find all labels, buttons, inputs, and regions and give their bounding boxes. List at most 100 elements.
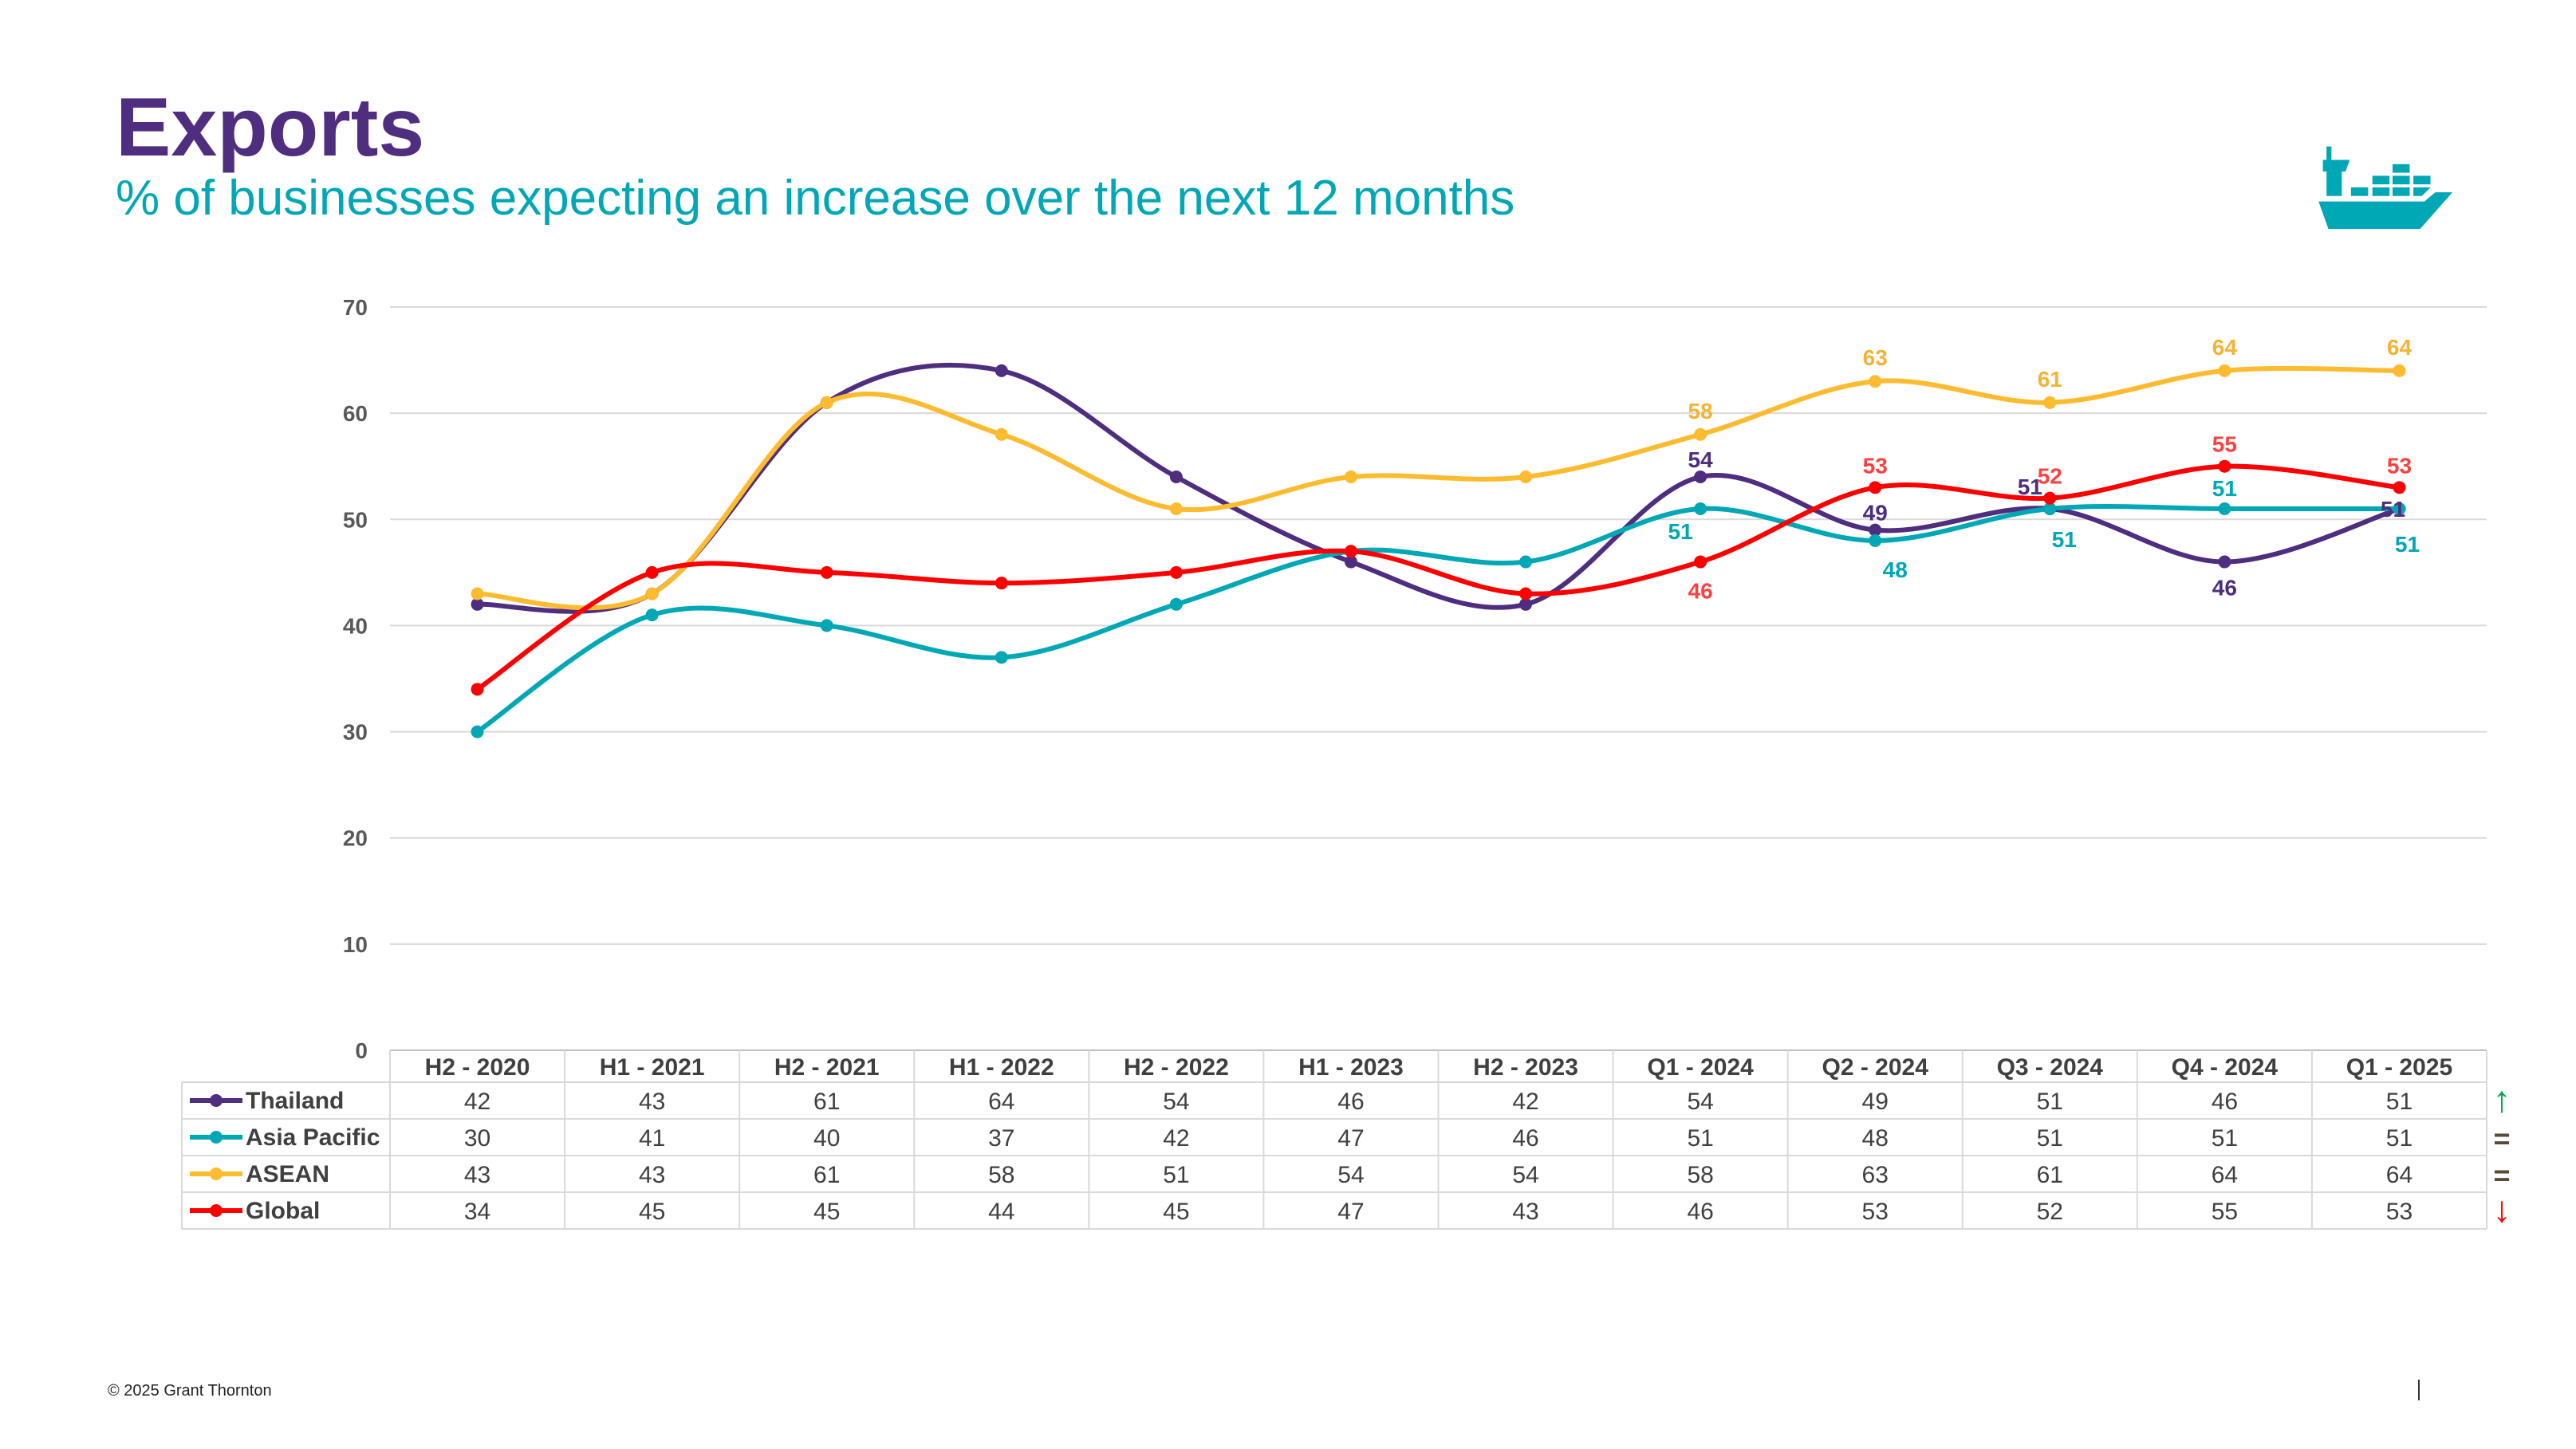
- data-point: [1694, 555, 1707, 569]
- data-label: 53: [2387, 453, 2412, 478]
- data-point: [471, 683, 484, 696]
- table-cell: 46: [1687, 1199, 1713, 1225]
- table-cell: 53: [2386, 1199, 2413, 1225]
- data-point: [820, 396, 833, 409]
- table-cell: 42: [464, 1089, 490, 1115]
- table-cell: 63: [1862, 1162, 1889, 1188]
- table-cell: 40: [813, 1125, 840, 1152]
- table-cell: 64: [988, 1089, 1014, 1115]
- legend-marker-icon: [210, 1204, 223, 1217]
- y-tick-label: 50: [343, 507, 368, 532]
- series-line-global: [475, 463, 2400, 691]
- data-point: [1869, 523, 1882, 537]
- data-label: 64: [2387, 335, 2413, 360]
- data-label: 58: [1688, 399, 1713, 423]
- footer-divider: [2418, 1380, 2420, 1400]
- table-cell: 53: [1862, 1199, 1889, 1225]
- table-column-header: Q1 - 2025: [2346, 1054, 2452, 1081]
- data-label: 52: [2038, 464, 2062, 489]
- table-cell: 47: [1337, 1199, 1364, 1225]
- y-tick-label: 20: [343, 826, 368, 851]
- table-cell: 43: [464, 1162, 490, 1188]
- data-point: [645, 587, 659, 600]
- data-point: [645, 608, 659, 622]
- data-point: [995, 364, 1008, 377]
- table-cell: 51: [2037, 1125, 2063, 1152]
- data-point: [2043, 491, 2057, 505]
- table-cell: 42: [1512, 1089, 1538, 1115]
- data-label: 63: [1863, 345, 1888, 370]
- data-label: 49: [1863, 501, 1888, 526]
- table-cell: 37: [988, 1125, 1014, 1152]
- legend-marker-icon: [210, 1167, 223, 1180]
- table-column-header: Q3 - 2024: [1997, 1054, 2104, 1081]
- data-point: [2393, 364, 2406, 377]
- data-point: [645, 565, 659, 579]
- data-point: [1519, 471, 1533, 484]
- data-label: 51: [2018, 474, 2042, 499]
- table-cell: 48: [1862, 1125, 1889, 1152]
- table-cell: 46: [2212, 1089, 2238, 1115]
- y-tick-label: 0: [355, 1038, 368, 1063]
- data-point: [1869, 481, 1882, 494]
- data-point: [1694, 471, 1707, 484]
- trend-same-icon: =: [2493, 1122, 2510, 1155]
- table-cell: 51: [1687, 1125, 1713, 1152]
- table-column-header: H2 - 2022: [1124, 1054, 1229, 1081]
- table-cell: 55: [2212, 1199, 2238, 1225]
- data-label: 51: [2395, 532, 2420, 557]
- data-point: [1519, 597, 1533, 611]
- table-cell: 52: [2037, 1199, 2063, 1225]
- table-cell: 42: [1163, 1125, 1189, 1152]
- data-point: [471, 587, 484, 600]
- data-point: [995, 427, 1008, 441]
- y-tick-label: 70: [343, 295, 368, 320]
- table-cell: 34: [464, 1199, 490, 1225]
- table-cell: 61: [813, 1162, 840, 1188]
- table-cell: 51: [2037, 1089, 2063, 1115]
- data-point: [471, 597, 484, 611]
- data-point: [1169, 471, 1183, 484]
- table-column-header: Q2 - 2024: [1822, 1054, 1928, 1081]
- data-point: [1694, 427, 1707, 441]
- data-point: [2218, 364, 2231, 377]
- data-point: [2218, 555, 2231, 569]
- table-cell: 47: [1337, 1125, 1364, 1152]
- legend-marker-icon: [210, 1131, 223, 1144]
- table-cell: 43: [639, 1089, 665, 1115]
- table-cell: 51: [2212, 1125, 2238, 1152]
- table-cell: 46: [1512, 1125, 1538, 1152]
- data-point: [1869, 534, 1882, 547]
- table-column-header: H2 - 2020: [425, 1054, 530, 1081]
- data-label: 51: [2381, 497, 2405, 522]
- data-point: [1169, 565, 1183, 579]
- table-cell: 54: [1512, 1162, 1538, 1188]
- table-cell: 61: [813, 1089, 840, 1115]
- table-cell: 30: [464, 1125, 490, 1152]
- table-cell: 58: [988, 1162, 1014, 1188]
- data-point: [995, 651, 1008, 664]
- table-cell: 43: [639, 1162, 665, 1188]
- table-cell: 61: [2037, 1162, 2063, 1188]
- table-column-header: H1 - 2021: [600, 1054, 705, 1081]
- page-subtitle: % of businesses expecting an increase ov…: [116, 171, 1515, 226]
- table-cell: 51: [2386, 1125, 2413, 1152]
- data-label: 53: [1863, 453, 1888, 478]
- data-point: [1169, 597, 1183, 611]
- footer-copyright: © 2025 Grant Thornton: [108, 1382, 272, 1400]
- data-label: 48: [1883, 557, 1908, 582]
- data-point: [1694, 502, 1707, 515]
- cargo-ship-icon: [2318, 146, 2453, 230]
- legend-marker-icon: [210, 1094, 223, 1107]
- data-point: [2393, 502, 2406, 515]
- table-cell: 54: [1687, 1089, 1713, 1115]
- table-cell: 45: [639, 1199, 665, 1225]
- table-cell: 41: [639, 1125, 665, 1152]
- data-point: [1344, 555, 1357, 569]
- table-cell: 64: [2386, 1162, 2413, 1188]
- y-tick-label: 30: [343, 720, 368, 745]
- series-line-asean: [477, 365, 2400, 611]
- trend-up-icon: ↑: [2493, 1078, 2511, 1120]
- data-label: 51: [2052, 527, 2077, 552]
